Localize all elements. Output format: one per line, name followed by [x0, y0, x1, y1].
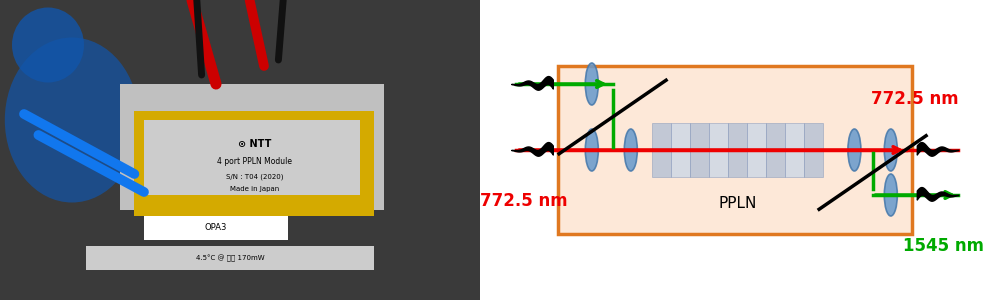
- Text: Made in Japan: Made in Japan: [230, 186, 279, 192]
- Bar: [804, 123, 823, 177]
- Text: 1545 nm: 1545 nm: [903, 237, 984, 255]
- Ellipse shape: [585, 63, 598, 105]
- Text: 772.5 nm: 772.5 nm: [871, 90, 958, 108]
- Bar: [144, 120, 360, 195]
- Bar: [766, 123, 785, 177]
- Ellipse shape: [848, 129, 861, 171]
- Text: 772.5 nm: 772.5 nm: [480, 192, 568, 210]
- Bar: [690, 123, 709, 177]
- Bar: [86, 246, 374, 270]
- Bar: [671, 123, 690, 177]
- Text: 4.5°C @ 抜け 170mW: 4.5°C @ 抜け 170mW: [196, 254, 265, 262]
- Text: PPLN: PPLN: [718, 196, 757, 211]
- Bar: [652, 123, 671, 177]
- Text: OPA3: OPA3: [205, 224, 227, 232]
- Bar: [785, 123, 804, 177]
- Ellipse shape: [5, 38, 139, 202]
- Ellipse shape: [12, 8, 84, 82]
- Ellipse shape: [585, 129, 598, 171]
- Bar: [709, 123, 728, 177]
- Text: 4 port PPLN Module: 4 port PPLN Module: [217, 158, 292, 166]
- Bar: [120, 84, 384, 210]
- Bar: [747, 123, 766, 177]
- Ellipse shape: [624, 129, 637, 171]
- Ellipse shape: [884, 174, 897, 216]
- Bar: [558, 66, 912, 234]
- Bar: [144, 216, 288, 240]
- Text: S/N : T04 (2020): S/N : T04 (2020): [226, 174, 283, 180]
- Bar: [134, 111, 374, 216]
- Bar: [728, 123, 747, 177]
- Ellipse shape: [884, 129, 897, 171]
- Text: ⊙ NTT: ⊙ NTT: [238, 139, 271, 149]
